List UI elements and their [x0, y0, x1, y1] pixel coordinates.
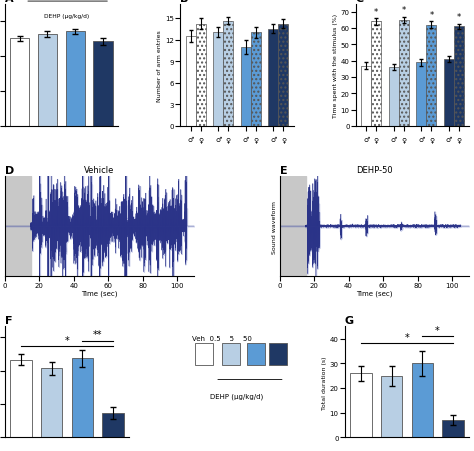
- Text: C: C: [356, 0, 364, 4]
- Bar: [350, 373, 372, 437]
- Bar: [399, 21, 409, 127]
- Text: Vehicle: Vehicle: [84, 166, 115, 175]
- Bar: [41, 368, 63, 437]
- Bar: [195, 25, 206, 127]
- Bar: [247, 343, 265, 365]
- Text: DEHP (μg/kg/d): DEHP (μg/kg/d): [45, 14, 90, 19]
- Bar: [65, 32, 85, 127]
- Text: F: F: [5, 316, 12, 326]
- Bar: [222, 343, 240, 365]
- Text: A: A: [5, 0, 13, 4]
- Text: **: **: [93, 329, 102, 339]
- Bar: [195, 343, 213, 365]
- Bar: [5, 177, 31, 276]
- Text: *: *: [429, 11, 434, 20]
- Bar: [442, 420, 464, 437]
- Text: *: *: [64, 335, 69, 345]
- Text: D: D: [5, 166, 14, 176]
- X-axis label: Time (sec): Time (sec): [81, 290, 118, 297]
- Bar: [185, 37, 195, 127]
- Bar: [268, 30, 279, 127]
- Bar: [10, 39, 29, 127]
- Text: *: *: [457, 14, 461, 23]
- Bar: [223, 22, 233, 127]
- Text: *: *: [405, 332, 410, 342]
- Y-axis label: Sound waveform: Sound waveform: [272, 200, 277, 253]
- Text: *: *: [401, 6, 406, 15]
- Text: DEHP-50: DEHP-50: [356, 166, 393, 175]
- Bar: [213, 33, 223, 127]
- Y-axis label: Time spent with the stimulus (%): Time spent with the stimulus (%): [333, 14, 338, 118]
- Y-axis label: Number of arm entries: Number of arm entries: [157, 30, 163, 101]
- Bar: [241, 48, 251, 127]
- Bar: [279, 25, 289, 127]
- Text: B: B: [180, 0, 189, 4]
- Bar: [389, 68, 399, 127]
- Bar: [251, 33, 261, 127]
- Bar: [38, 35, 57, 127]
- Text: Veh  0.5    5    50: Veh 0.5 5 50: [192, 336, 252, 341]
- Bar: [411, 364, 433, 437]
- Bar: [93, 42, 113, 127]
- Bar: [444, 60, 454, 127]
- Text: *: *: [435, 325, 440, 335]
- Bar: [454, 28, 464, 127]
- Y-axis label: Sound waveform: Sound waveform: [0, 200, 2, 253]
- Bar: [427, 26, 437, 127]
- Bar: [72, 359, 93, 437]
- Bar: [371, 23, 381, 127]
- Bar: [381, 376, 402, 437]
- Text: E: E: [280, 166, 287, 176]
- Text: G: G: [345, 316, 354, 326]
- Bar: [102, 413, 124, 437]
- Y-axis label: Total duration (s): Total duration (s): [322, 355, 327, 409]
- Bar: [361, 66, 371, 127]
- Bar: [269, 343, 287, 365]
- Text: *: *: [374, 8, 378, 17]
- Text: DEHP (μg/kg/d): DEHP (μg/kg/d): [210, 393, 264, 400]
- Bar: [10, 360, 32, 437]
- Bar: [417, 63, 427, 127]
- X-axis label: Time (sec): Time (sec): [356, 290, 393, 297]
- Bar: [280, 177, 306, 276]
